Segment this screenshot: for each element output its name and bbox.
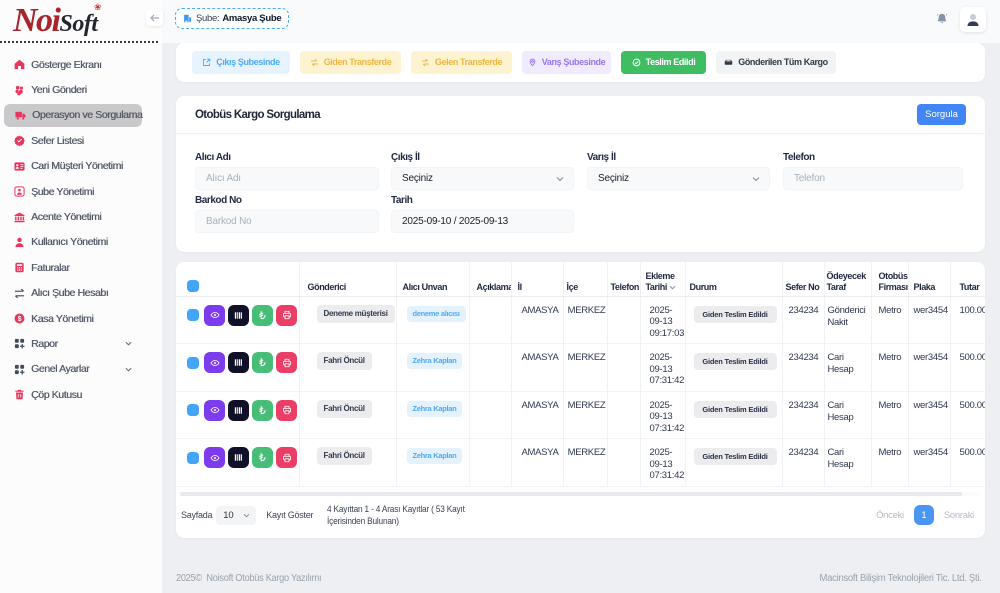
svg-text:$: $ xyxy=(18,316,22,323)
